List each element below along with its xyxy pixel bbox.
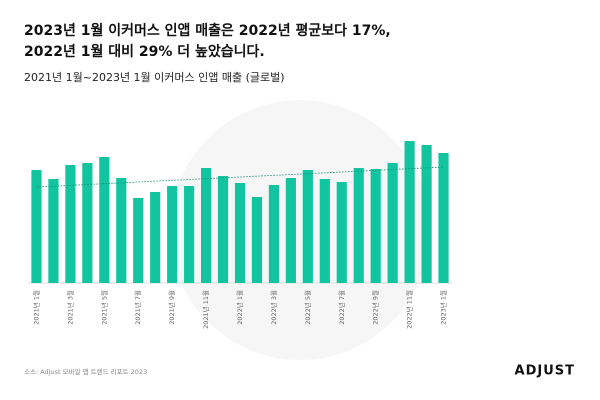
bar: [200, 168, 212, 283]
x-tick-label: 2021년 9월: [167, 290, 176, 325]
bar: [234, 183, 246, 283]
bar: [31, 170, 42, 283]
bar: [167, 186, 178, 283]
trend-line: [36, 166, 444, 188]
bar: [116, 178, 127, 283]
x-tick-label: 2021년 1월: [31, 290, 40, 325]
bar: [387, 163, 398, 283]
bar: [438, 153, 449, 283]
chart-subtitle: 2021년 1월~2023년 1월 이커머스 인앱 매출 (글로벌): [24, 71, 285, 84]
x-tick-label: 2022년 1월: [235, 290, 244, 325]
x-tick-label: 2022년 3월: [269, 290, 278, 325]
bar: [251, 197, 263, 283]
bar: [133, 198, 144, 283]
x-tick-label: 2022년 7월: [337, 290, 346, 325]
bar: [302, 170, 313, 283]
background-circle: [170, 100, 430, 360]
x-tick-label: 2021년 5월: [99, 290, 108, 325]
chart-title: 2023년 1월 이커머스 인앱 매출은 2022년 평균보다 17%,: [24, 22, 391, 39]
x-tick-label: 2021년 11월: [201, 290, 210, 329]
bar: [319, 179, 330, 283]
bar: [65, 165, 76, 283]
bar: [285, 178, 296, 283]
x-tick-label: 2022년 5월: [303, 290, 312, 325]
source: 소스: Adjust 모바일 앱 트렌드 리포트 2023: [24, 367, 147, 376]
x-tick-label: 2022년 9월: [371, 290, 380, 325]
bar: [336, 182, 347, 283]
x-tick-label: 2022년 11월: [405, 290, 414, 329]
bar: [184, 186, 195, 283]
logo: ADJUST: [515, 364, 575, 379]
bar: [370, 169, 381, 283]
x-tick-label: 2021년 7월: [133, 290, 142, 325]
chart-title: 2022년 1월 대비 29% 더 높았습니다.: [24, 43, 265, 60]
bar: [82, 163, 93, 283]
bar: [353, 168, 364, 283]
bar: [404, 141, 415, 283]
x-tick-label: 2023년 1월: [439, 290, 448, 325]
x-tick-label: 2021년 3월: [65, 290, 74, 325]
bar: [421, 145, 432, 283]
bar: [150, 192, 161, 283]
bar: [268, 185, 280, 283]
bar: [48, 179, 59, 283]
bar: [99, 157, 110, 283]
bar: [217, 176, 229, 283]
